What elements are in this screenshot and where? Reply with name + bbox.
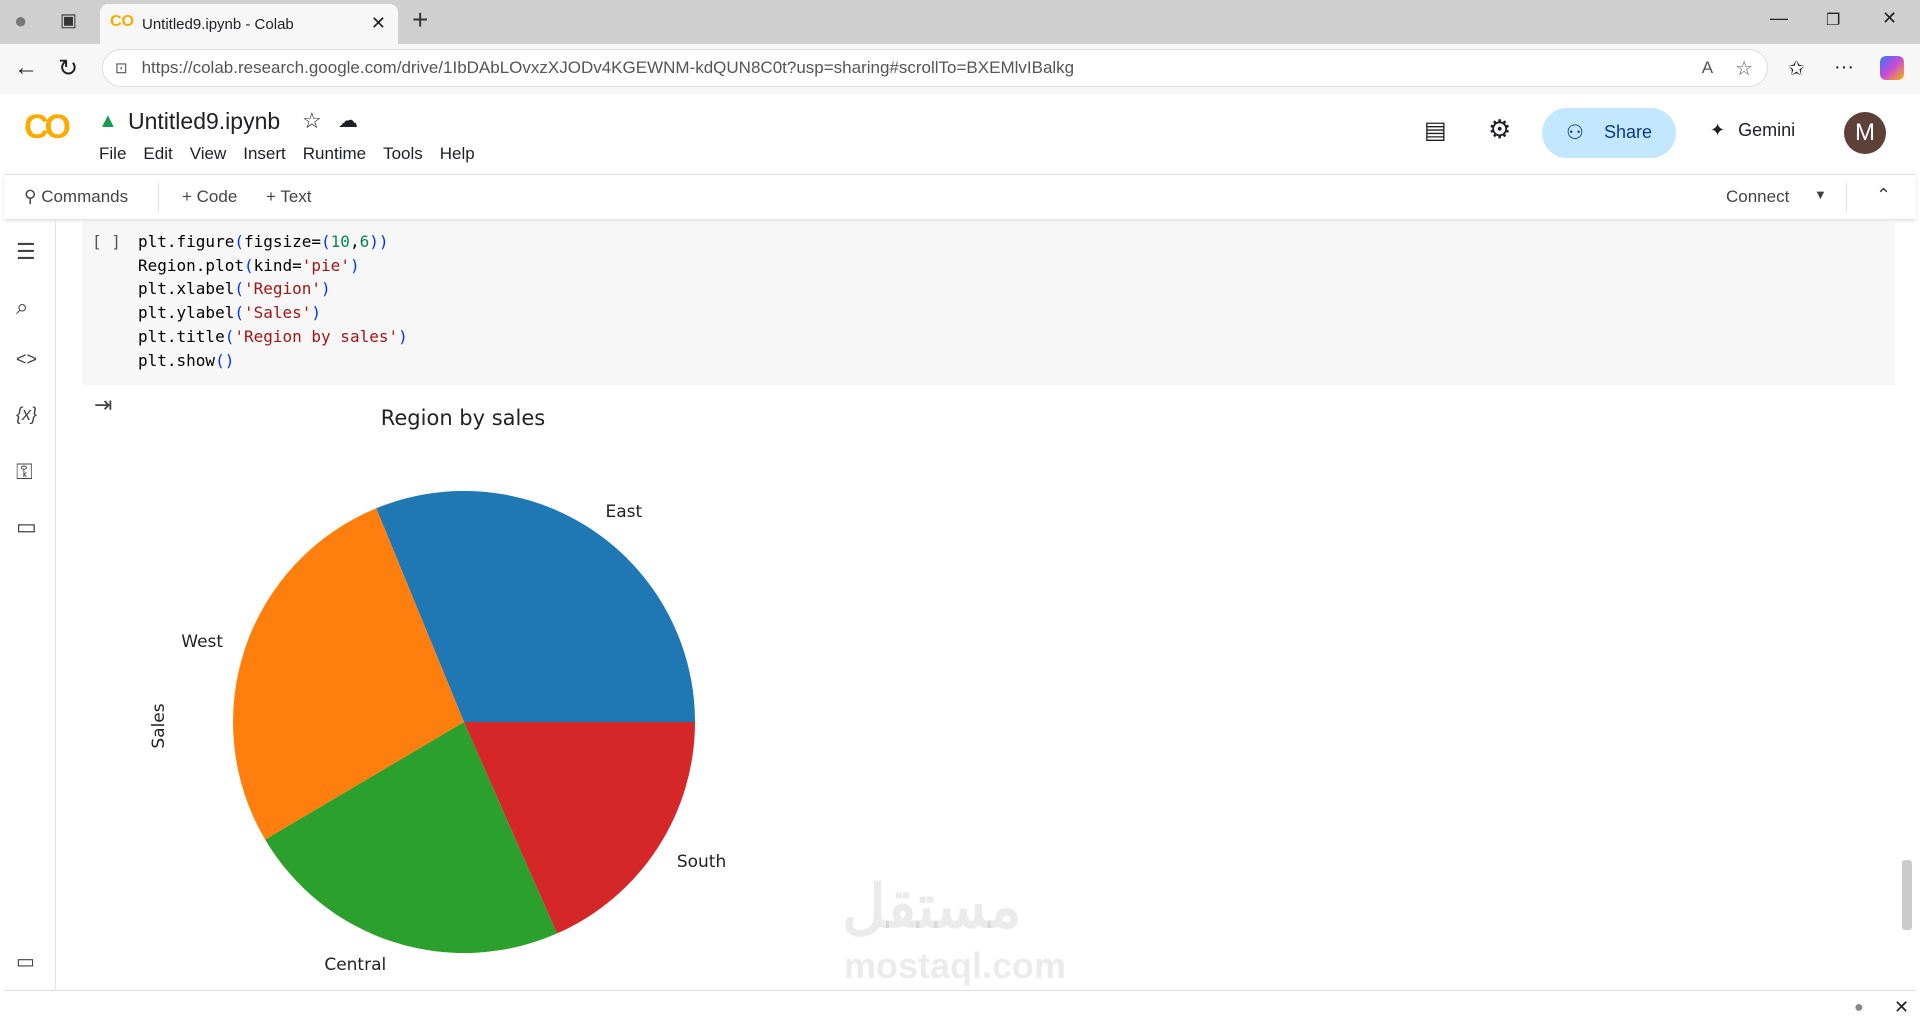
menu-file[interactable]: File bbox=[99, 144, 127, 163]
pie-slice-east bbox=[376, 490, 695, 722]
gemini-label: Gemini bbox=[1738, 120, 1796, 140]
collapse-header-icon[interactable]: ⌃ bbox=[1876, 185, 1892, 205]
menu-tools[interactable]: Tools bbox=[383, 144, 423, 163]
menu-edit[interactable]: Edit bbox=[143, 144, 173, 163]
commands-label: Commands bbox=[41, 187, 129, 206]
divider bbox=[1846, 183, 1847, 211]
share-button[interactable]: ⚇ Share bbox=[1542, 108, 1676, 158]
gemini-button[interactable]: ✦ Gemini bbox=[1710, 120, 1795, 141]
back-icon[interactable]: ← bbox=[14, 54, 38, 81]
browser-tab-bar: ● ▣ CO Untitled9.ipynb - Colab ✕ + — ❐ ✕ bbox=[0, 0, 1920, 44]
tab-title: Untitled9.ipynb - Colab bbox=[142, 15, 294, 33]
watermark-logo-latin: mostaql.com bbox=[844, 945, 1067, 986]
code-line: plt.xlabel('Region') bbox=[138, 279, 331, 299]
share-label: Share bbox=[1604, 122, 1653, 142]
code-line: Region.plot(kind='pie') bbox=[138, 255, 360, 275]
menu-insert[interactable]: Insert bbox=[243, 144, 286, 163]
avatar[interactable]: M bbox=[1844, 112, 1886, 154]
copilot-icon[interactable] bbox=[1880, 56, 1904, 80]
notebook-toolbar: ⚲ Commands + Code + Text Connect ▼ ⌃ bbox=[4, 175, 1916, 219]
people-icon: ⚇ bbox=[1566, 122, 1584, 144]
secrets-key-icon[interactable]: ⚿ bbox=[16, 459, 33, 484]
new-tab-icon[interactable]: + bbox=[412, 4, 429, 35]
favorite-star-icon[interactable]: ☆ bbox=[1735, 57, 1753, 80]
colab-header: CO ▲ Untitled9.ipynb ☆ ☁ File Edit View Ins… bbox=[4, 94, 1916, 175]
code-snippets-icon[interactable]: <> bbox=[16, 349, 38, 369]
colab-favicon-icon: CO bbox=[110, 13, 134, 30]
close-window-icon[interactable]: ✕ bbox=[1882, 8, 1898, 28]
status-bar: ● ✕ bbox=[4, 990, 1916, 1026]
pie-slice-south bbox=[464, 722, 695, 934]
table-of-contents-icon[interactable]: ☰ bbox=[16, 239, 36, 264]
y-axis-label: Sales bbox=[149, 703, 169, 748]
notebook-title[interactable]: Untitled9.ipynb bbox=[128, 108, 281, 134]
code-editor[interactable]: plt.figure(figsize=(10,6)) Region.plot(ki… bbox=[138, 230, 408, 372]
add-text-button[interactable]: + Text bbox=[266, 187, 312, 206]
connect-dropdown-icon[interactable]: ▼ bbox=[1814, 187, 1827, 202]
left-sidebar: ☰ ⌕ <> {x} ⚿ ▭ ▭ bbox=[4, 219, 56, 989]
tab-actions-icon[interactable]: ▣ bbox=[60, 10, 78, 30]
pie-label: South bbox=[677, 852, 726, 872]
reload-icon[interactable]: ↻ bbox=[58, 55, 79, 82]
menu-bar: File Edit View Insert Runtime Tools Help bbox=[99, 144, 492, 164]
pie-label: Central bbox=[324, 955, 386, 975]
run-cell-button[interactable]: [ ] bbox=[92, 232, 121, 251]
commands-button[interactable]: ⚲ Commands bbox=[24, 187, 128, 207]
divider bbox=[158, 183, 159, 211]
terminal-icon[interactable]: ▭ bbox=[16, 951, 35, 973]
code-line: plt.show() bbox=[138, 350, 235, 370]
code-cell[interactable] bbox=[82, 222, 1895, 385]
add-code-button[interactable]: + Code bbox=[182, 187, 238, 206]
scrollbar[interactable] bbox=[1902, 860, 1912, 930]
menu-help[interactable]: Help bbox=[439, 144, 475, 163]
code-line: plt.ylabel('Sales') bbox=[138, 303, 322, 323]
restore-icon[interactable]: ❐ bbox=[1826, 12, 1841, 29]
watermark-logo: مستقل bbox=[842, 873, 1022, 940]
close-tab-icon[interactable]: ✕ bbox=[370, 13, 386, 33]
output-actions-icon[interactable]: ⇥ bbox=[94, 392, 113, 417]
menu-view[interactable]: View bbox=[189, 144, 227, 163]
profile-icon[interactable]: ● bbox=[14, 8, 28, 33]
star-icon[interactable]: ☆ bbox=[302, 108, 322, 133]
comments-icon[interactable]: ▤ bbox=[1424, 117, 1447, 144]
url-input[interactable]: ⊡ https://colab.research.google.com/driv… bbox=[102, 49, 1768, 87]
pie-slice-west bbox=[232, 508, 464, 840]
more-icon[interactable]: ··· bbox=[1834, 56, 1854, 78]
code-line: plt.title('Region by sales') bbox=[138, 326, 408, 346]
address-bar-row: ← ↻ ⊡ https://colab.research.google.com/… bbox=[0, 44, 1920, 94]
status-indicator-icon: ● bbox=[1854, 999, 1864, 1016]
cloud-icon[interactable]: ☁ bbox=[338, 110, 358, 132]
gemini-spark-icon: ✦ bbox=[1710, 120, 1726, 140]
url-text: https://colab.research.google.com/drive/… bbox=[141, 58, 1075, 77]
pie-slice-central bbox=[265, 722, 558, 953]
connect-button[interactable]: Connect bbox=[1726, 187, 1790, 206]
minimize-icon[interactable]: — bbox=[1770, 8, 1788, 28]
read-aloud-icon[interactable]: A bbox=[1701, 58, 1714, 77]
pie-label: West bbox=[181, 632, 223, 652]
files-folder-icon[interactable]: ▭ bbox=[16, 514, 37, 539]
drive-icon: ▲ bbox=[98, 110, 118, 132]
search-icon: ⚲ bbox=[24, 187, 37, 206]
settings-gear-icon[interactable]: ⚙ bbox=[1488, 114, 1512, 144]
variables-icon[interactable]: {x} bbox=[16, 404, 38, 424]
find-icon[interactable]: ⌕ bbox=[16, 294, 29, 319]
code-line: plt.figure(figsize=(10,6)) bbox=[138, 232, 389, 251]
chart-title: Region by sales bbox=[381, 406, 546, 430]
browser-tab[interactable]: CO Untitled9.ipynb - Colab ✕ bbox=[100, 4, 398, 44]
pie-label: East bbox=[606, 502, 643, 522]
favorites-icon[interactable]: ✩ bbox=[1788, 58, 1805, 80]
colab-logo[interactable]: CO bbox=[24, 108, 71, 146]
menu-runtime[interactable]: Runtime bbox=[302, 144, 367, 163]
close-status-icon[interactable]: ✕ bbox=[1894, 997, 1910, 1017]
site-info-icon[interactable]: ⊡ bbox=[115, 60, 128, 77]
